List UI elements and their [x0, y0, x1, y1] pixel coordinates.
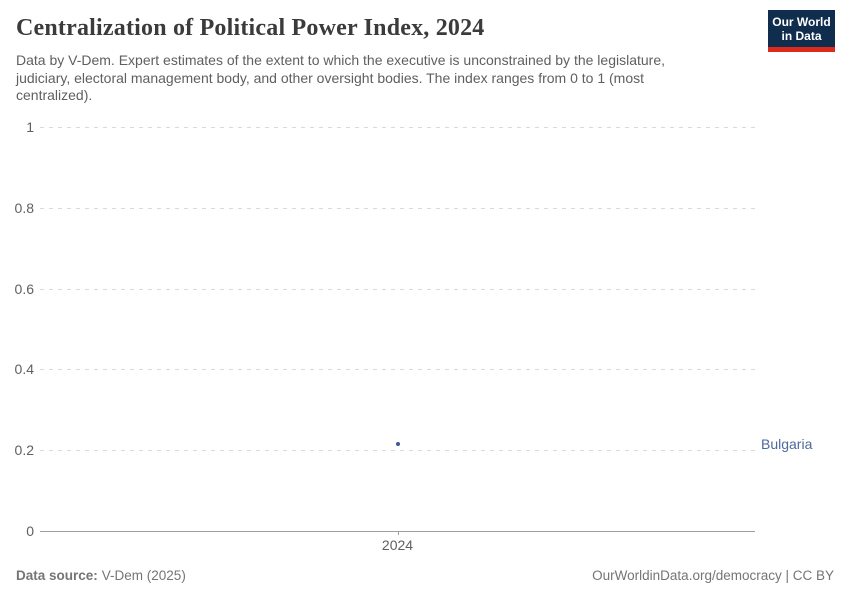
- owid-logo-line1: Our World: [772, 14, 831, 29]
- chart-subtitle: Data by V-Dem. Expert estimates of the e…: [16, 52, 666, 103]
- data-source-value: V-Dem (2025): [101, 568, 186, 583]
- plot-area: 0 0.2 0.4 0.6 0.8 1 2024 Bulgaria: [15, 120, 813, 553]
- x-axis-tick-mark: [397, 531, 399, 535]
- y-gridline: [40, 288, 755, 290]
- y-axis-tick-label: 0.8: [14, 199, 34, 216]
- y-axis-tick-label: 1: [26, 119, 34, 135]
- y-axis-tick-label: 0: [26, 523, 34, 539]
- data-source-label: Data source:: [16, 568, 98, 583]
- owid-logo-line2: in Data: [781, 28, 822, 43]
- data-source: Data source: V-Dem (2025): [16, 568, 186, 583]
- data-point-bulgaria[interactable]: [395, 442, 400, 447]
- y-gridline: [40, 369, 755, 371]
- y-gridline: [40, 207, 755, 209]
- chart-title: Centralization of Political Power Index,…: [16, 15, 485, 41]
- entity-label-bulgaria[interactable]: Bulgaria: [761, 436, 813, 453]
- x-axis-tick-label: 2024: [381, 537, 414, 553]
- y-axis-tick-label: 0.6: [14, 280, 34, 297]
- y-gridline: [40, 450, 755, 452]
- owid-logo[interactable]: Our World in Data: [768, 10, 835, 52]
- y-axis-tick-label: 0.4: [14, 361, 34, 378]
- chart-footer: Data source: V-Dem (2025) OurWorldinData.…: [16, 568, 834, 583]
- y-axis-tick-label: 0.2: [14, 442, 34, 459]
- y-gridline: [40, 127, 755, 128]
- credit-link[interactable]: OurWorldinData.org/democracy | CC BY: [592, 568, 834, 583]
